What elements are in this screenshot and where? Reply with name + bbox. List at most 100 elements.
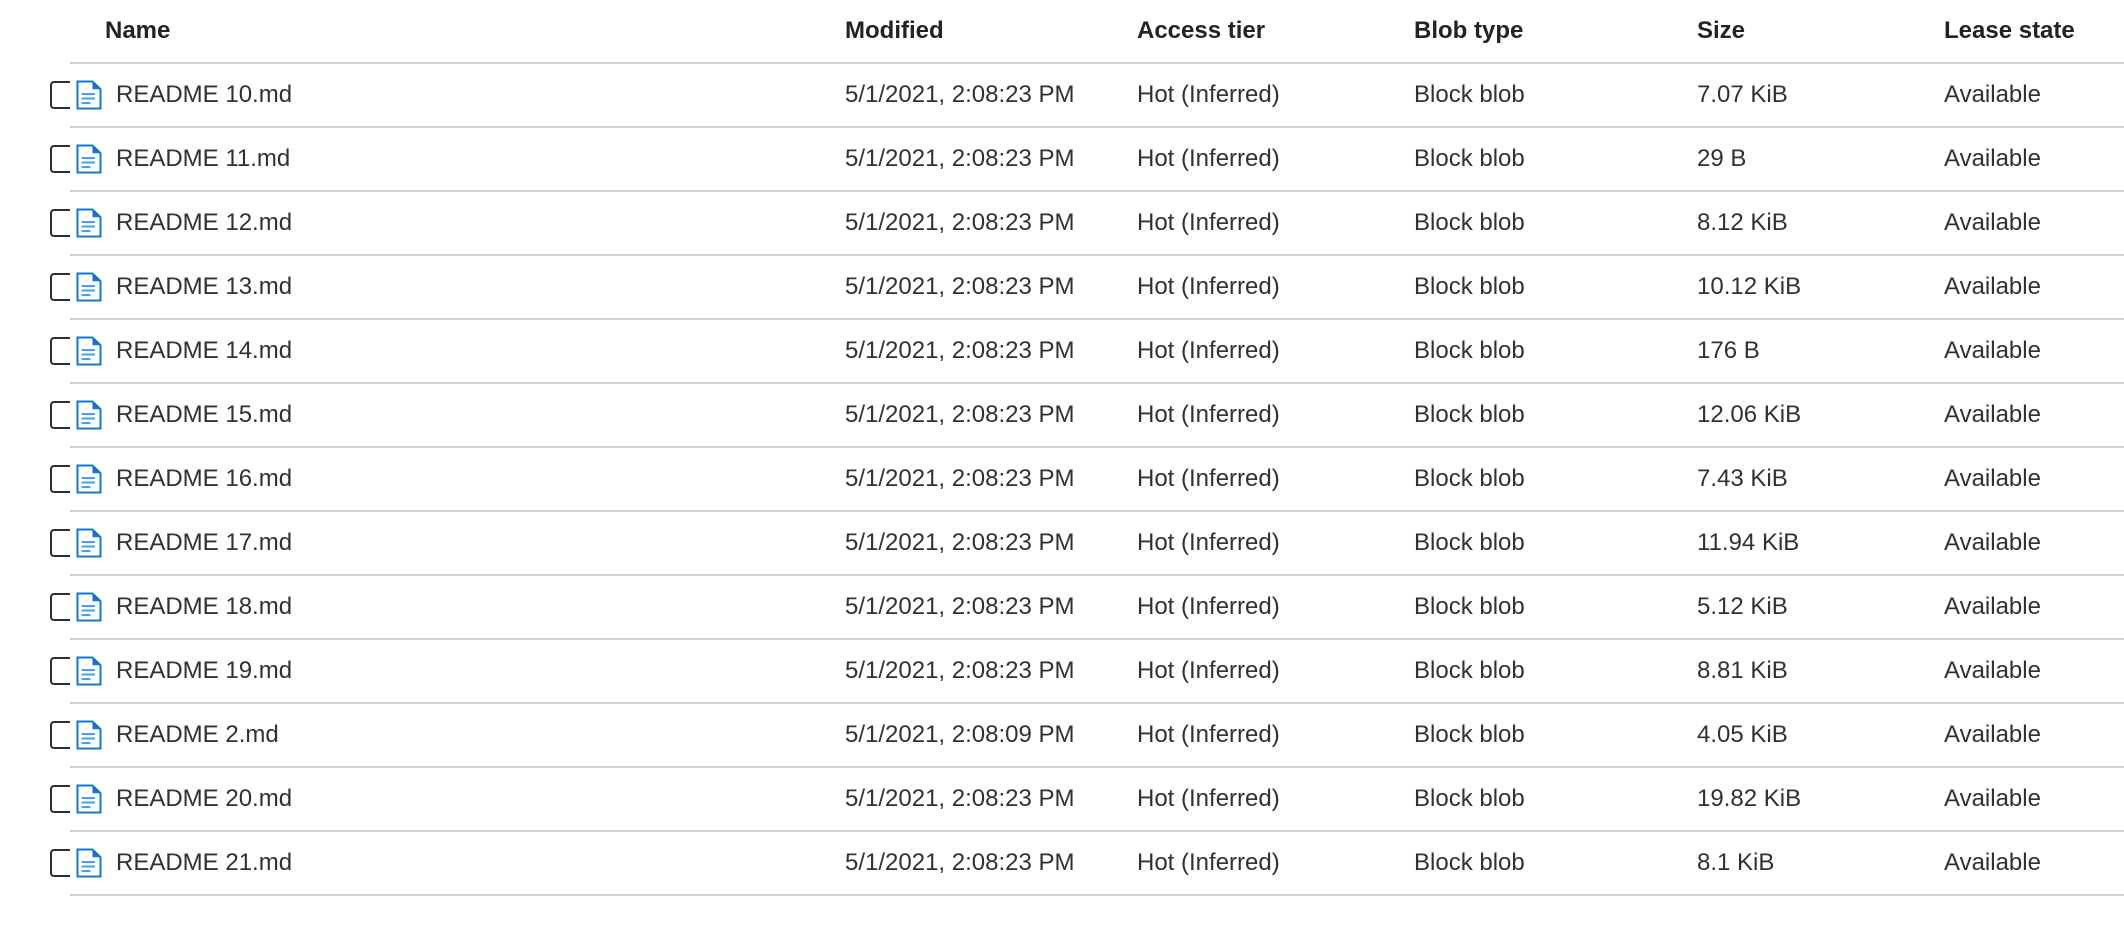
row-select-cell [0,127,70,191]
row-lease-state-text: Available [1944,273,2041,300]
row-size-cell: 176 B [1697,318,1944,383]
row-file-name[interactable]: README 15.md [116,401,293,428]
table-row[interactable]: README 16.md 5/1/2021, 2:08:23 PM Hot (I… [0,446,2124,511]
table-row[interactable]: README 15.md 5/1/2021, 2:08:23 PM Hot (I… [0,382,2124,447]
markdown-file-icon [76,80,102,110]
row-blob-type-cell: Block blob [1414,574,1697,639]
column-header-size[interactable]: Size [1697,17,1746,44]
row-modified-cell: 5/1/2021, 2:08:09 PM [845,702,1137,767]
row-name-cell: README 11.md [70,126,845,191]
row-blob-type-text: Block blob [1414,209,1525,236]
row-size-text: 12.06 KiB [1697,401,1802,428]
row-size-cell: 7.43 KiB [1697,446,1944,511]
table-row[interactable]: README 11.md 5/1/2021, 2:08:23 PM Hot (I… [0,126,2124,191]
table-row[interactable]: README 2.md 5/1/2021, 2:08:09 PM Hot (In… [0,702,2124,767]
row-file-name[interactable]: README 21.md [116,849,293,876]
row-modified-cell: 5/1/2021, 2:08:23 PM [845,638,1137,703]
row-size-cell: 4.05 KiB [1697,702,1944,767]
markdown-file-icon [76,656,102,686]
row-modified-cell: 5/1/2021, 2:08:23 PM [845,126,1137,191]
table-row[interactable]: README 19.md 5/1/2021, 2:08:23 PM Hot (I… [0,638,2124,703]
row-modified-text: 5/1/2021, 2:08:23 PM [845,657,1075,684]
row-lease-state-cell: Available [1944,382,2124,447]
row-blob-type-cell: Block blob [1414,510,1697,575]
row-access-tier-text: Hot (Inferred) [1137,785,1280,812]
row-blob-type-cell: Block blob [1414,62,1697,127]
blob-list-table: Name Modified Access tier Blob type Size… [0,0,2124,896]
markdown-file-icon [76,208,102,238]
row-file-name[interactable]: README 19.md [116,657,293,684]
row-file-name[interactable]: README 12.md [116,209,293,236]
column-header-modified[interactable]: Modified [845,17,944,44]
column-header-lease-state[interactable]: Lease state [1944,17,2075,44]
table-row[interactable]: README 14.md 5/1/2021, 2:08:23 PM Hot (I… [0,318,2124,383]
row-size-text: 10.12 KiB [1697,273,1802,300]
row-checkbox[interactable] [50,657,70,685]
row-modified-cell: 5/1/2021, 2:08:23 PM [845,574,1137,639]
row-name-cell: README 18.md [70,574,845,639]
row-file-name[interactable]: README 2.md [116,721,279,748]
table-row[interactable]: README 13.md 5/1/2021, 2:08:23 PM Hot (I… [0,254,2124,319]
row-checkbox[interactable] [50,209,70,237]
row-modified-text: 5/1/2021, 2:08:23 PM [845,593,1075,620]
row-select-cell [0,831,70,895]
row-name-cell: README 14.md [70,318,845,383]
row-checkbox[interactable] [50,785,70,813]
row-lease-state-text: Available [1944,849,2041,876]
column-header-access-tier[interactable]: Access tier [1137,17,1266,44]
table-row[interactable]: README 18.md 5/1/2021, 2:08:23 PM Hot (I… [0,574,2124,639]
row-file-name[interactable]: README 17.md [116,529,293,556]
row-size-cell: 7.07 KiB [1697,62,1944,127]
row-name-cell: README 16.md [70,446,845,511]
row-checkbox[interactable] [50,721,70,749]
row-file-name[interactable]: README 10.md [116,81,293,108]
row-select-cell [0,575,70,639]
row-access-tier-cell: Hot (Inferred) [1137,62,1414,127]
column-header-blob-type[interactable]: Blob type [1414,17,1524,44]
row-select-cell [0,319,70,383]
table-row[interactable]: README 21.md 5/1/2021, 2:08:23 PM Hot (I… [0,830,2124,896]
row-file-name[interactable]: README 18.md [116,593,293,620]
row-file-name[interactable]: README 11.md [116,145,291,172]
row-size-cell: 29 B [1697,126,1944,191]
row-size-cell: 10.12 KiB [1697,254,1944,319]
table-row[interactable]: README 20.md 5/1/2021, 2:08:23 PM Hot (I… [0,766,2124,831]
row-access-tier-cell: Hot (Inferred) [1137,574,1414,639]
row-lease-state-cell: Available [1944,830,2124,896]
row-modified-cell: 5/1/2021, 2:08:23 PM [845,510,1137,575]
table-header: Name Modified Access tier Blob type Size… [0,0,2124,63]
row-name-cell: README 10.md [70,62,845,127]
row-select-cell [0,383,70,447]
row-access-tier-text: Hot (Inferred) [1137,529,1280,556]
row-modified-cell: 5/1/2021, 2:08:23 PM [845,446,1137,511]
row-file-name[interactable]: README 20.md [116,785,293,812]
row-checkbox[interactable] [50,401,70,429]
row-size-text: 29 B [1697,145,1747,172]
row-checkbox[interactable] [50,465,70,493]
row-size-text: 5.12 KiB [1697,593,1788,620]
row-file-name[interactable]: README 13.md [116,273,293,300]
table-row[interactable]: README 10.md 5/1/2021, 2:08:23 PM Hot (I… [0,62,2124,127]
row-checkbox[interactable] [50,849,70,877]
row-size-text: 8.1 KiB [1697,849,1775,876]
row-checkbox[interactable] [50,529,70,557]
row-access-tier-text: Hot (Inferred) [1137,849,1280,876]
row-checkbox[interactable] [50,81,70,109]
table-row[interactable]: README 17.md 5/1/2021, 2:08:23 PM Hot (I… [0,510,2124,575]
row-size-text: 7.07 KiB [1697,81,1788,108]
row-size-cell: 5.12 KiB [1697,574,1944,639]
markdown-file-icon [76,528,102,558]
row-lease-state-text: Available [1944,337,2041,364]
row-checkbox[interactable] [50,593,70,621]
row-lease-state-text: Available [1944,721,2041,748]
column-header-name[interactable]: Name [105,17,171,44]
table-row[interactable]: README 12.md 5/1/2021, 2:08:23 PM Hot (I… [0,190,2124,255]
row-checkbox[interactable] [50,337,70,365]
row-checkbox[interactable] [50,145,70,173]
row-blob-type-text: Block blob [1414,849,1525,876]
row-file-name[interactable]: README 14.md [116,337,293,364]
row-lease-state-cell: Available [1944,702,2124,767]
row-file-name[interactable]: README 16.md [116,465,293,492]
row-access-tier-cell: Hot (Inferred) [1137,638,1414,703]
row-checkbox[interactable] [50,273,70,301]
